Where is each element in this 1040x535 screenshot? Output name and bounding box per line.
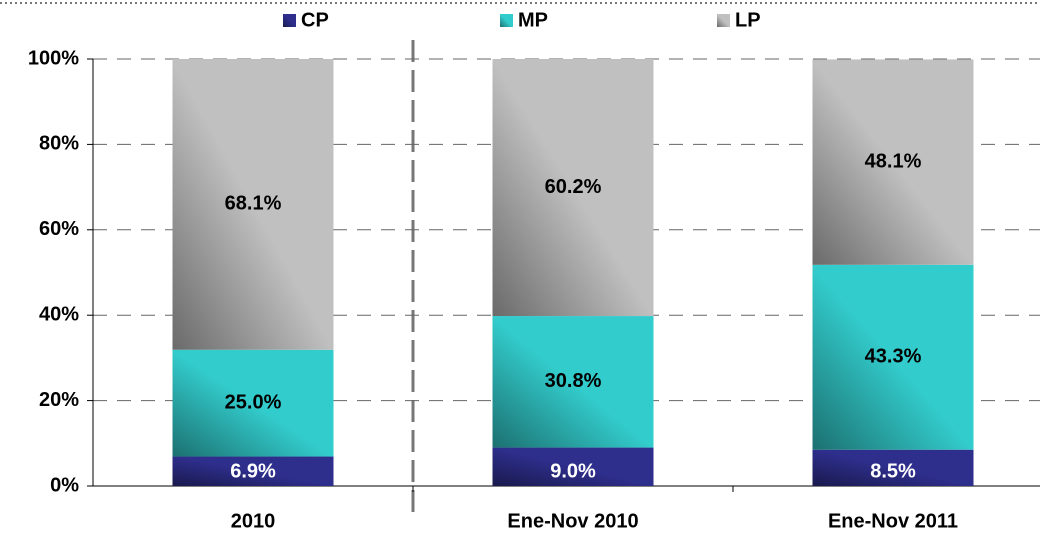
bar-segment: [492, 316, 654, 448]
legend-swatch: [500, 14, 513, 27]
bar-segment: [492, 59, 654, 317]
bar-segment: [492, 447, 654, 486]
bar-segment: [812, 449, 974, 486]
bar-segment: [172, 456, 334, 486]
x-tick-label: Ene-Nov 2011: [828, 510, 958, 532]
value-label: 48.1%: [865, 150, 922, 172]
value-label: 8.5%: [870, 460, 916, 482]
y-tick-label: 0%: [50, 474, 79, 496]
y-tick-label: 80%: [39, 133, 79, 155]
legend-label: MP: [518, 9, 548, 31]
value-label: 68.1%: [225, 193, 282, 215]
value-label: 60.2%: [545, 176, 602, 198]
y-tick-label: 40%: [39, 303, 79, 325]
legend-swatch: [283, 14, 296, 27]
value-label: 9.0%: [550, 460, 596, 482]
x-tick-label: 2010: [231, 510, 276, 532]
y-tick-label: 20%: [39, 389, 79, 411]
bar-segment: [812, 59, 974, 265]
bar-segment: [172, 59, 334, 350]
y-tick-label: 100%: [28, 47, 79, 69]
value-label: 30.8%: [545, 370, 602, 392]
legend-label: LP: [735, 9, 761, 31]
legend-swatch: [717, 14, 730, 27]
value-label: 6.9%: [230, 460, 276, 482]
y-tick-label: 60%: [39, 218, 79, 240]
bar-segment: [812, 264, 974, 450]
x-tick-label: Ene-Nov 2010: [507, 510, 638, 532]
legend-label: CP: [301, 9, 329, 31]
value-label: 25.0%: [225, 391, 282, 413]
value-label: 43.3%: [865, 346, 922, 368]
bar-segment: [172, 349, 334, 457]
